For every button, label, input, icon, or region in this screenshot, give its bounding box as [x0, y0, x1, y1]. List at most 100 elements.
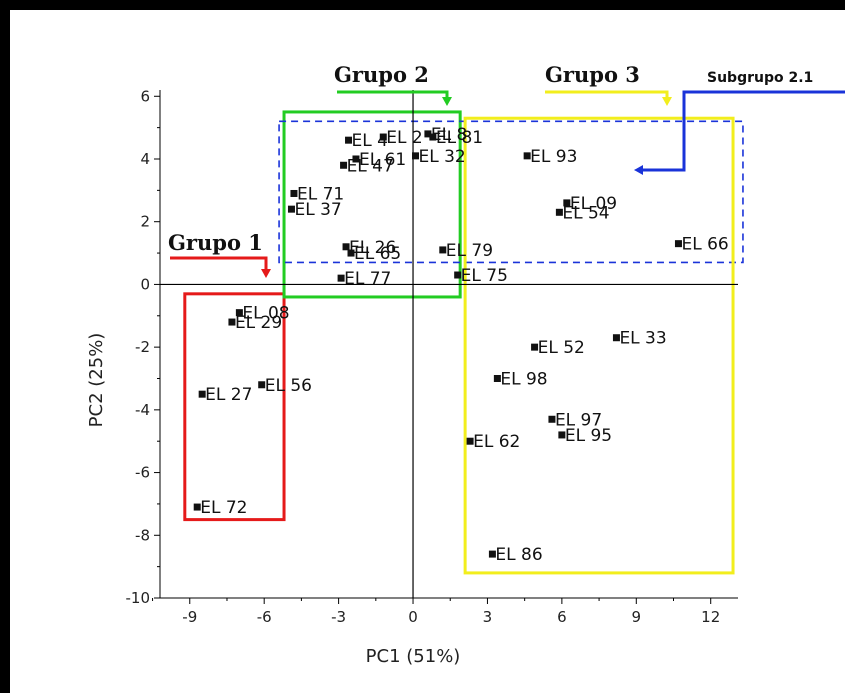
annotation-arrow: [640, 90, 845, 172]
point-label: EL 08: [242, 304, 289, 324]
point-label: EL 62: [473, 432, 520, 452]
y-tick-label: 4: [140, 150, 150, 168]
data-point: [558, 431, 566, 439]
x-tick-label: -3: [331, 608, 346, 626]
data-point: [379, 133, 387, 141]
point-label: EL 54: [562, 203, 609, 223]
annotation-subgrupo-2-1: Subgrupo 2.1: [707, 70, 813, 86]
point-label: EL 4: [352, 131, 388, 151]
point-label: EL 72: [200, 498, 247, 518]
y-tick-label: -10: [126, 589, 151, 607]
arrowhead-icon: [634, 165, 643, 175]
region-grupo-3: [463, 116, 735, 575]
data-point: [531, 343, 539, 351]
y-axis-title: PC2 (25%): [86, 333, 107, 428]
region-grupo-2: [282, 110, 462, 299]
y-tick-label: -6: [135, 464, 150, 482]
point-label: EL 86: [495, 545, 542, 565]
point-label: EL 97: [555, 410, 602, 430]
point-label: EL 52: [538, 338, 585, 358]
annotation-grupo-1: Grupo 1: [168, 230, 263, 255]
point-label: EL 66: [681, 235, 728, 255]
data-point: [347, 249, 355, 257]
x-axis-title: PC1 (51%): [366, 646, 461, 667]
point-label: EL 95: [565, 426, 612, 446]
x-tick-label: -6: [257, 608, 272, 626]
point-label: EL 56: [265, 376, 312, 396]
point-label: EL 09: [570, 194, 617, 214]
point-label: EL 77: [344, 269, 391, 289]
y-tick-label: -2: [135, 338, 150, 356]
point-label: EL 98: [500, 369, 547, 389]
data-point: [429, 133, 437, 141]
region-subgrupo-2-1: [278, 120, 744, 264]
annotation-arrow: [170, 256, 268, 272]
data-point: [548, 415, 556, 423]
data-point: [193, 503, 201, 511]
axes: -9 -6 -3 0 3 6 9 12 6 4 2 0 -2 -4 -6 -8 -10: [126, 87, 738, 626]
data-point: [488, 550, 496, 558]
x-tick-label: 3: [483, 608, 493, 626]
data-point: [674, 240, 682, 248]
point-label: EL 37: [294, 200, 341, 220]
data-point: [352, 155, 360, 163]
arrowhead-icon: [261, 269, 271, 278]
arrowhead-icon: [442, 97, 452, 106]
point-label: EL 27: [205, 385, 252, 405]
point-label: EL 8: [431, 125, 467, 145]
data-point: [340, 161, 348, 169]
point-label: EL 79: [446, 241, 493, 261]
data-point: [612, 334, 620, 342]
data-point: [563, 199, 571, 207]
x-tick-label: 0: [408, 608, 418, 626]
data-point: [523, 152, 531, 160]
annotation-grupo-3: Grupo 3: [545, 62, 640, 87]
group-annotations: Grupo 1 Grupo 2 Grupo 3 Subgrupo 2.1: [168, 62, 845, 278]
data-point: [198, 390, 206, 398]
y-tick-label: 0: [140, 275, 150, 293]
point-label: EL 33: [619, 329, 666, 349]
data-point: [258, 381, 266, 389]
y-tick-label: -4: [135, 401, 150, 419]
group-regions: [183, 110, 744, 575]
data-point: [287, 205, 295, 213]
data-point: [424, 130, 432, 138]
point-label: EL 32: [419, 147, 466, 167]
x-tick-label: 9: [632, 608, 642, 626]
point-label: EL 2: [386, 128, 422, 148]
data-point: [466, 437, 474, 445]
region-grupo-1: [183, 292, 286, 522]
point-label: EL 47: [347, 156, 394, 176]
data-point: [228, 318, 236, 326]
y-tick-label: -8: [135, 526, 150, 544]
annotation-arrow: [545, 90, 669, 100]
data-point: [345, 136, 353, 144]
y-tick-label: 2: [140, 213, 150, 231]
x-tick-label: 6: [557, 608, 567, 626]
data-point: [290, 189, 298, 197]
x-tick-label: 12: [701, 608, 720, 626]
y-tick-label: 6: [140, 87, 150, 105]
data-point: [342, 243, 350, 251]
data-point: [337, 274, 345, 282]
data-point: [412, 152, 420, 160]
arrowhead-icon: [662, 97, 672, 106]
data-point: [555, 208, 563, 216]
data-point: [439, 246, 447, 254]
figure-frame: -9 -6 -3 0 3 6 9 12 6 4 2 0 -2 -4 -6 -8 -10 EL 08 EL 29 EL…: [10, 10, 845, 693]
annotation-grupo-2: Grupo 2: [334, 62, 429, 87]
data-point: [235, 309, 243, 317]
point-label: EL 81: [436, 128, 483, 148]
point-label: EL 75: [461, 266, 508, 286]
point-label: EL 29: [235, 313, 282, 333]
point-label: EL 65: [354, 244, 401, 264]
x-tick-label: -9: [182, 608, 197, 626]
point-label: EL 61: [359, 150, 406, 170]
data-point: [493, 374, 501, 382]
point-label: EL 93: [530, 147, 577, 167]
point-label: EL 26: [349, 238, 396, 258]
point-label: EL 71: [297, 184, 344, 204]
annotation-arrow: [337, 90, 449, 100]
